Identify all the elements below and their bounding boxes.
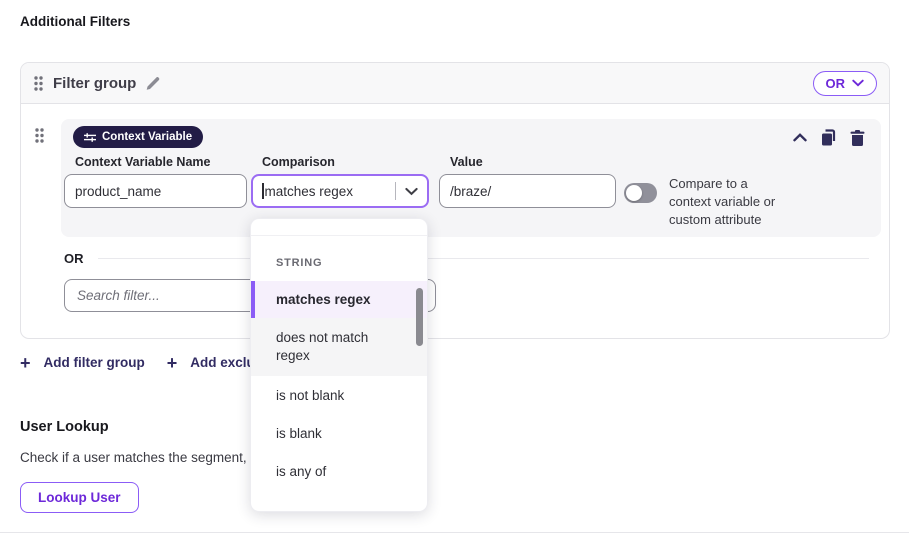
delete-trash-icon[interactable]	[850, 129, 865, 146]
filter-row-actions	[793, 129, 865, 146]
user-lookup-title: User Lookup	[20, 419, 109, 435]
filter-sliders-icon	[84, 132, 96, 142]
filter-condition-panel: Context Variable	[61, 119, 881, 237]
value-input[interactable]	[439, 174, 616, 208]
add-filter-group-button[interactable]: + Add filter group	[20, 352, 145, 373]
divider-line	[97, 258, 869, 259]
page-title: Additional Filters	[20, 14, 131, 29]
compare-toggle[interactable]	[624, 183, 657, 203]
dropdown-top-divider	[251, 235, 427, 236]
duplicate-copy-icon[interactable]	[820, 129, 837, 146]
group-operator-dropdown[interactable]: OR	[812, 70, 877, 96]
add-actions-row: + Add filter group + Add exclus	[20, 352, 263, 373]
filter-group-header: Filter group OR	[21, 63, 889, 104]
text-caret	[262, 183, 264, 199]
comparison-selected-value: matches regex	[264, 183, 354, 199]
field-label-context-variable-name: Context Variable Name	[75, 155, 211, 169]
comparison-select[interactable]: matches regex	[251, 174, 429, 208]
toggle-knob	[626, 185, 642, 201]
dropdown-option-is-blank[interactable]: is blank	[276, 425, 322, 441]
plus-icon: +	[20, 352, 31, 373]
select-divider	[395, 182, 396, 200]
drag-handle-icon[interactable]	[33, 75, 44, 92]
or-divider: OR	[64, 251, 869, 266]
plus-icon: +	[166, 352, 178, 373]
dropdown-group-label: STRING	[276, 257, 323, 269]
filter-group-title: Filter group	[53, 74, 137, 92]
add-exclusion-label: Add exclus	[190, 355, 263, 370]
lookup-user-button[interactable]: Lookup User	[20, 482, 139, 513]
user-lookup-description: Check if a user matches the segment, f	[20, 450, 255, 465]
compare-toggle-label: Compare to a context variable or custom …	[669, 176, 776, 227]
filter-type-badge: Context Variable	[73, 126, 204, 148]
dropdown-option-is-any-of[interactable]: is any of	[276, 463, 327, 479]
dropdown-option-is-not-blank[interactable]: is not blank	[276, 387, 345, 403]
filter-type-label: Context Variable	[102, 131, 193, 143]
group-operator-label: OR	[825, 75, 846, 91]
dropdown-scrollbar[interactable]	[416, 288, 423, 346]
bottom-divider	[0, 532, 909, 533]
filter-drag-handle-icon[interactable]	[34, 127, 45, 144]
dropdown-option-matches-regex[interactable]: matches regex	[251, 281, 427, 318]
add-exclusion-button[interactable]: + Add exclus	[166, 352, 263, 373]
comparison-options-dropdown: STRING matches regex does not match rege…	[250, 218, 428, 512]
chevron-down-icon	[405, 187, 418, 195]
context-variable-name-input[interactable]	[64, 174, 247, 208]
chevron-down-icon	[852, 79, 864, 87]
field-label-value: Value	[450, 155, 483, 169]
field-label-comparison: Comparison	[262, 155, 335, 169]
collapse-chevron-up-icon[interactable]	[793, 133, 807, 142]
add-filter-group-label: Add filter group	[43, 355, 145, 370]
dropdown-option-does-not-match-regex[interactable]: does not match regex	[251, 318, 427, 376]
filter-group-card: Filter group OR Context Variable	[20, 62, 890, 339]
edit-pencil-icon[interactable]	[145, 76, 160, 91]
or-divider-label: OR	[64, 251, 84, 266]
